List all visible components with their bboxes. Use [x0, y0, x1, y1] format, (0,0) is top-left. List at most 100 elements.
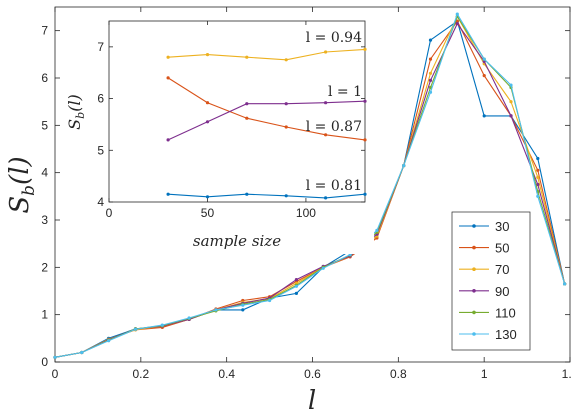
- inset-x-tick-label: 50: [201, 206, 215, 220]
- legend-marker-110: [472, 310, 476, 315]
- main-data-point-130: [241, 303, 245, 307]
- inset-background: [100, 18, 374, 254]
- inset-data-point-1: [245, 116, 249, 120]
- legend-marker-30: [472, 224, 476, 228]
- main-y-tick-label: 5: [41, 118, 48, 132]
- legend-label-130: 130: [495, 327, 517, 342]
- main-data-point-90: [428, 78, 433, 82]
- legend-marker-70: [472, 267, 476, 272]
- legend-label-110: 110: [495, 305, 516, 320]
- legend-marker-50: [472, 245, 476, 250]
- inset-axes: 0 50 100 4 5 6 7: [97, 21, 365, 220]
- main-data-point-130: [428, 90, 433, 94]
- inset-series-line-0: [168, 48, 366, 61]
- inset-data-point-3: [324, 196, 328, 200]
- main-data-point-70: [428, 71, 433, 75]
- main-data-point-130: [455, 12, 459, 16]
- main-data-point-130: [536, 194, 540, 198]
- main-data-point-90: [294, 278, 298, 282]
- main-chart: 0 0.2 0.4 0.6 0.8 1 1.2 0 1 2 3 4 5 6 7 l Sb(l): [5, 6, 572, 413]
- main-data-point-130: [214, 308, 218, 312]
- main-y-tick-label: 7: [41, 24, 48, 38]
- legend-label-30: 30: [495, 219, 509, 234]
- inset-data-point-0: [205, 53, 210, 57]
- main-y-tick-label: 4: [41, 166, 48, 180]
- legend-box: [451, 211, 531, 351]
- main-x-axis-label: l: [308, 386, 316, 413]
- inset-data-point-2: [324, 101, 328, 105]
- inset-curve-label-1: l = 1: [328, 84, 362, 100]
- inset-data-point-2: [284, 102, 288, 106]
- inset-curve-label-0: l = 0.94: [306, 30, 362, 46]
- main-y-tick-label: 3: [41, 213, 48, 227]
- main-data-point-130: [133, 327, 138, 331]
- main-y-tick-label: 6: [41, 71, 48, 85]
- main-data-point-130: [375, 228, 379, 232]
- inset-y-tick-label: 6: [97, 92, 104, 106]
- inset-curve-label-3: l = 0.81: [306, 178, 362, 194]
- inset-y-tick-label: 4: [97, 195, 104, 209]
- main-data-point-50: [455, 19, 459, 23]
- main-data-point-30: [428, 38, 433, 42]
- legend-label-90: 90: [495, 284, 509, 299]
- main-data-point-50: [536, 168, 540, 172]
- main-y-axis-label: Sb(l): [5, 156, 39, 213]
- main-data-point-90: [509, 114, 513, 118]
- main-data-point-130: [563, 282, 567, 286]
- legend: 30 50 70 90 110 130: [451, 211, 531, 351]
- main-data-point-130: [268, 298, 272, 303]
- inset-y-tick-label: 7: [97, 40, 104, 54]
- main-x-tick-label: 0.6: [304, 367, 321, 381]
- inset-data-point-1: [324, 133, 328, 137]
- legend-marker-90: [472, 289, 476, 293]
- inset-data-point-1: [166, 76, 170, 80]
- main-data-point-30: [482, 114, 486, 118]
- inset-data-point-1: [205, 101, 210, 105]
- main-data-point-70: [536, 175, 540, 179]
- main-x-tick-label: 1: [481, 367, 488, 381]
- inset-data-point-2: [363, 99, 367, 103]
- inset-x-axis-label: sample size: [193, 232, 281, 250]
- inset-data-point-3: [205, 195, 210, 199]
- main-data-point-130: [107, 339, 111, 343]
- main-y-tick-label: 0: [41, 355, 48, 369]
- inset-y-axis-label: Sb(l): [65, 94, 87, 130]
- inset-series-lines: [166, 47, 367, 200]
- inset-data-point-3: [245, 192, 249, 196]
- legend-label-70: 70: [495, 262, 509, 277]
- main-data-point-130: [53, 355, 57, 359]
- inset-data-point-0: [363, 47, 367, 52]
- main-y-tick-label: 2: [41, 260, 48, 274]
- inset-chart: 0 50 100 4 5 6 7 l = 0.94 l = 1 l = 0.87 l = 0.81…: [65, 18, 374, 254]
- main-data-point-30: [241, 308, 245, 312]
- inset-data-point-1: [284, 125, 288, 129]
- main-data-point-30: [294, 291, 298, 295]
- inset-series-line-1: [167, 77, 366, 141]
- inset-data-point-2: [166, 138, 170, 142]
- main-data-point-130: [509, 83, 513, 87]
- main-data-point-130: [321, 266, 325, 270]
- inset-data-point-3: [363, 192, 367, 196]
- inset-x-tick-label: 0: [106, 206, 113, 220]
- inset-x-tick-label: 100: [296, 206, 316, 220]
- main-data-point-130: [482, 57, 486, 61]
- main-data-point-90: [455, 22, 459, 26]
- main-data-point-90: [536, 182, 540, 187]
- legend-label-50: 50: [495, 241, 509, 256]
- main-data-point-130: [402, 164, 406, 168]
- main-data-point-30: [536, 156, 540, 161]
- inset-series-line-2: [167, 100, 366, 141]
- main-data-point-130: [160, 323, 164, 327]
- inset-data-point-3: [166, 192, 170, 196]
- inset-annotations: l = 0.94 l = 1 l = 0.87 l = 0.81: [306, 30, 362, 194]
- main-data-point-130: [80, 350, 84, 355]
- legend-marker-130: [472, 332, 476, 336]
- inset-data-point-3: [284, 194, 288, 198]
- inset-data-point-1: [363, 138, 367, 142]
- main-x-tick-label: 0.8: [390, 367, 407, 381]
- main-data-point-70: [509, 100, 513, 104]
- inset-curve-label-2: l = 0.87: [306, 119, 362, 135]
- inset-data-point-0: [324, 50, 328, 54]
- main-series-lines: [53, 12, 567, 359]
